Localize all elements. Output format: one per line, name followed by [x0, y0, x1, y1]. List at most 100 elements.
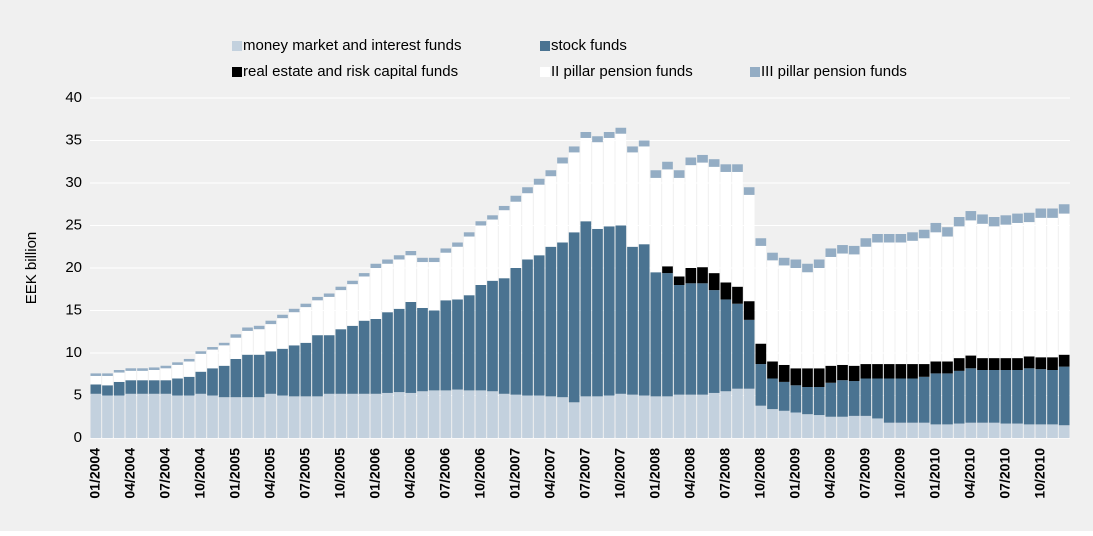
bar-segment — [813, 415, 825, 438]
bar-segment — [440, 252, 452, 301]
bar-segment — [533, 255, 545, 396]
bar-segment — [300, 303, 312, 308]
bar-segment — [977, 223, 988, 359]
bar-segment — [277, 318, 288, 349]
bar-segment — [1012, 370, 1023, 424]
bar-segment — [1012, 222, 1023, 359]
bar-segment — [638, 244, 650, 396]
bar-segment — [475, 225, 487, 285]
bar-segment — [218, 397, 230, 438]
x-tick-label: 10/2007 — [612, 448, 628, 499]
bar-segment — [160, 393, 172, 438]
bar-segment — [90, 373, 102, 376]
bar-segment — [755, 343, 767, 365]
y-tick-label: 0 — [74, 429, 82, 446]
bar-segment — [1058, 213, 1070, 355]
bar-segment — [673, 394, 685, 438]
bar-segment — [533, 178, 545, 185]
bar-segment — [988, 422, 1000, 438]
bar-segment — [218, 342, 230, 346]
legend-label: money market and interest funds — [243, 37, 461, 54]
bar-segment — [592, 136, 603, 143]
bar-segment — [743, 301, 755, 320]
bar-segment — [778, 265, 790, 365]
bar-segment — [323, 293, 335, 297]
bar-segment — [825, 256, 837, 366]
legend-label: II pillar pension funds — [551, 63, 693, 80]
bar-segment — [615, 133, 627, 226]
bar-segment — [837, 380, 848, 417]
bar-segment — [487, 219, 498, 281]
bar-segment — [708, 290, 720, 393]
bar-segment — [265, 351, 277, 394]
bar-segment — [230, 358, 242, 398]
bar-segment — [685, 268, 697, 284]
bar-segment — [732, 286, 743, 304]
bar-segment — [883, 422, 895, 438]
x-tick-label: 10/2010 — [1032, 448, 1048, 499]
bar-segment — [510, 268, 522, 395]
x-tick-label: 07/2006 — [437, 448, 453, 499]
bar-segment — [918, 364, 930, 377]
bar-segment — [335, 290, 347, 330]
bar-segment — [615, 127, 627, 134]
bar-segment — [638, 395, 650, 438]
bar-segment — [533, 184, 545, 256]
bar-segment — [685, 283, 697, 395]
bar-segment — [172, 378, 183, 396]
bar-segment — [953, 226, 965, 359]
bar-segment — [1035, 357, 1047, 370]
bar-segment — [650, 396, 662, 438]
bar-segment — [720, 164, 732, 172]
bar-segment — [872, 364, 883, 379]
bar-segment — [265, 320, 277, 325]
bar-segment — [498, 278, 510, 394]
bar-segment — [1058, 366, 1070, 426]
bar-segment — [860, 246, 872, 365]
y-tick-label: 30 — [65, 174, 82, 191]
bar-segment — [358, 273, 370, 277]
bar-segment — [872, 378, 883, 419]
bar-segment — [685, 157, 697, 166]
bar-segment — [965, 220, 977, 356]
bar-segment — [1035, 369, 1047, 425]
bar-segment — [802, 263, 813, 273]
bar-segment — [673, 285, 685, 395]
bar-segment — [895, 364, 907, 379]
bar-segment — [230, 334, 242, 338]
bar-segment — [743, 187, 755, 195]
bar-segment — [207, 349, 218, 369]
bar-segment — [102, 385, 113, 396]
bar-segment — [673, 276, 685, 285]
bar-segment — [393, 255, 405, 260]
bar-segment — [627, 146, 638, 153]
bar-segment — [288, 308, 300, 313]
bar-segment — [510, 195, 522, 202]
bar-segment — [428, 257, 440, 263]
bar-segment — [860, 238, 872, 247]
bar-segment — [918, 376, 930, 423]
bar-segment — [767, 361, 778, 379]
bar-segment — [883, 234, 895, 243]
bar-segment — [1012, 423, 1023, 438]
bar-segment — [603, 395, 615, 438]
bar-segment — [708, 273, 720, 291]
bar-segment — [440, 248, 452, 253]
bar-segment — [568, 402, 580, 438]
y-tick-label: 25 — [65, 216, 82, 233]
bar-segment — [137, 393, 148, 438]
x-tick-label: 10/2004 — [192, 448, 208, 499]
bar-segment — [160, 368, 172, 381]
bar-segment — [942, 373, 953, 425]
bar-segment — [837, 253, 848, 365]
x-tick-label: 07/2009 — [857, 448, 873, 499]
x-tick-label: 04/2006 — [402, 448, 418, 499]
bar-segment — [148, 367, 160, 370]
bar-segment — [580, 137, 592, 222]
bar-segment — [592, 396, 603, 438]
bar-segment — [463, 390, 475, 438]
bar-segment — [732, 388, 743, 438]
bar-segment — [953, 358, 965, 371]
bar-segment — [440, 300, 452, 391]
